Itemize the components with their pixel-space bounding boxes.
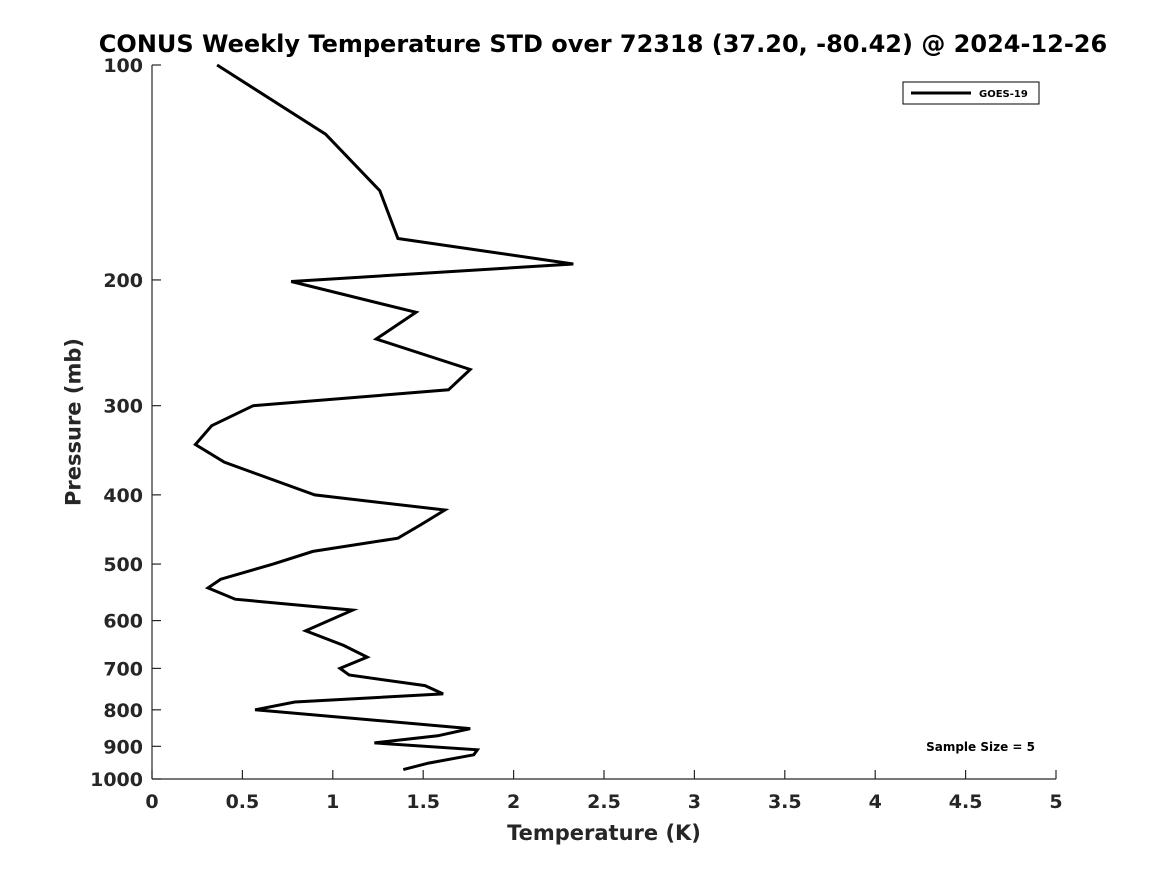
legend: GOES-19: [902, 81, 1040, 105]
y-tick-label: 800: [103, 700, 143, 722]
y-tick-label: 500: [103, 554, 143, 576]
y-tick-label: 400: [103, 485, 143, 507]
x-tick-label: 5: [1049, 791, 1062, 813]
x-tick-label: 4: [869, 791, 882, 813]
y-tick-label: 100: [103, 55, 143, 77]
y-tick-label: 600: [103, 611, 143, 633]
y-tick-label: 200: [103, 270, 143, 292]
x-axis-label: Temperature (K): [507, 821, 701, 845]
x-tick-label: 0: [145, 791, 158, 813]
y-tick-label: 300: [103, 396, 143, 418]
x-tick-label: 3.5: [768, 791, 802, 813]
y-axis-label: Pressure (mb): [61, 338, 85, 506]
x-axis-ticks: 0 0.5 1 1.5 2 2.5 3 3.5 4 4.5 5: [145, 770, 1063, 813]
x-tick-label: 1.5: [406, 791, 440, 813]
y-tick-label: 900: [103, 736, 143, 758]
y-tick-label: 700: [103, 658, 143, 680]
x-tick-label: 2: [507, 791, 520, 813]
x-tick-label: 4.5: [949, 791, 983, 813]
y-axis-ticks: 100 200 300 400 500 600 700 800 900 1000: [90, 55, 161, 791]
chart-title: CONUS Weekly Temperature STD over 72318 …: [99, 30, 1107, 58]
x-tick-label: 2.5: [587, 791, 621, 813]
x-tick-label: 3: [688, 791, 701, 813]
series-line-goes-19: [193, 63, 574, 772]
x-tick-label: 1: [326, 791, 339, 813]
series-layer: [193, 63, 574, 772]
legend-entry-goes-19: GOES-19: [979, 89, 1028, 100]
y-tick-label: 1000: [90, 769, 143, 791]
sample-size-annotation: Sample Size = 5: [926, 740, 1035, 754]
plot-area: [152, 65, 1056, 779]
x-tick-label: 0.5: [226, 791, 260, 813]
